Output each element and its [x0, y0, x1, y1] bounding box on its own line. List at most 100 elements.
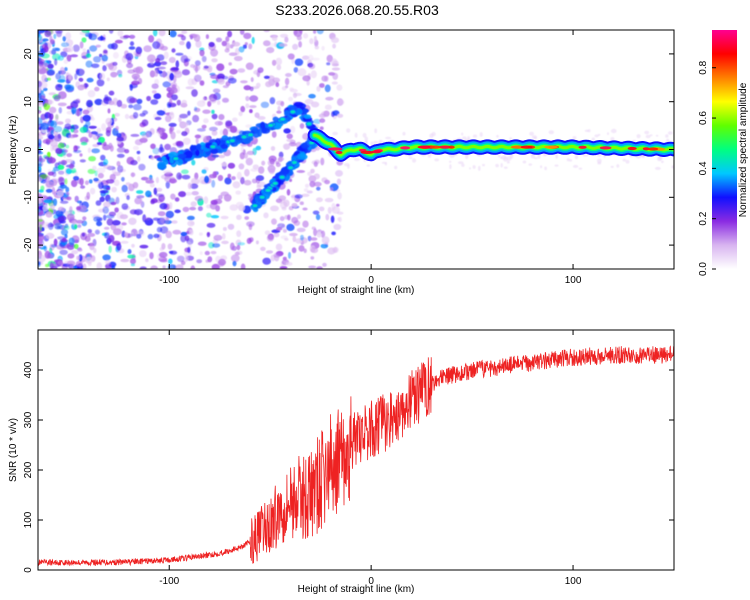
- spectrogram-cell: [85, 60, 93, 68]
- spectrogram-cell: [243, 85, 252, 91]
- spectrogram-cell: [316, 85, 321, 92]
- spectrogram-cell: [143, 217, 151, 221]
- spectrogram-cell: [174, 209, 181, 214]
- spectrogram-cell: [116, 132, 122, 138]
- spectrogram-cell: [179, 40, 185, 46]
- spectrogram-cell: [154, 148, 160, 155]
- spectrogram-cell: [50, 178, 60, 184]
- spectrogram-cell: [160, 61, 168, 65]
- spectrogram-cell: [220, 215, 229, 220]
- spectrogram-cell: [47, 132, 53, 139]
- spectrogram-cell: [87, 229, 93, 234]
- spectrogram-cell: [165, 115, 172, 123]
- spectrogram-cell: [299, 201, 304, 205]
- spectrogram-cell: [298, 41, 302, 48]
- spectrogram-cell: [120, 258, 130, 263]
- spectrogram-cell: [265, 81, 273, 88]
- spectrogram-cell: [610, 137, 615, 141]
- spectrogram-cell: [133, 209, 143, 216]
- spectrogram-cell: [160, 216, 170, 225]
- spectrogram-cell: [132, 145, 139, 151]
- spectrogram-cell: [323, 110, 330, 117]
- spectrogram-cell: [572, 136, 577, 140]
- spectrogram-cell: [228, 62, 232, 66]
- spectrogram-cell: [236, 230, 242, 238]
- spectrogram-cell: [175, 60, 180, 68]
- spectrogram-cell: [126, 195, 130, 201]
- spectrogram-cell: [191, 89, 198, 97]
- spectrogram-cell: [263, 75, 270, 80]
- spectrogram-cell: [222, 227, 227, 231]
- spectrogram-cell: [105, 179, 115, 184]
- spectrogram-cell: [172, 229, 182, 235]
- spectrogram-cell: [243, 32, 252, 40]
- spectrogram-cell: [94, 98, 103, 106]
- spectrogram-cell: [197, 128, 206, 132]
- spectrogram-cell: [70, 54, 78, 58]
- spectrogram-cell: [574, 155, 579, 160]
- spectrogram-cell: [267, 159, 275, 167]
- spectrogram-cell: [297, 68, 307, 77]
- spectrogram-cell: [126, 62, 134, 69]
- spectrogram-cell: [607, 132, 609, 136]
- spectrogram-y-tick-label: 20: [23, 48, 34, 60]
- spectrogram-cell: [286, 116, 291, 122]
- spectrogram-cell: [284, 110, 290, 117]
- spectrogram-y-ticks: -20 -10 0 10 20: [23, 48, 674, 252]
- spectrogram-cell: [87, 232, 96, 237]
- spectrogram-cell: [45, 175, 50, 183]
- spectrogram-cell: [331, 37, 340, 44]
- spectrogram-cell: [146, 95, 152, 102]
- spectrogram-cell: [336, 211, 344, 215]
- spectrogram-cell: [176, 255, 185, 262]
- spectrogram-cell: [667, 131, 673, 135]
- spectrogram-cell: [529, 131, 534, 136]
- snr-x-tick-label: 100: [565, 576, 582, 587]
- spectrogram-cell: [500, 163, 503, 168]
- spectrogram-cell: [103, 164, 112, 170]
- spectrogram-cell: [258, 194, 266, 200]
- spectrogram-cell: [87, 147, 91, 153]
- spectrogram-cell: [92, 165, 97, 171]
- spectrogram-cell: [130, 133, 140, 137]
- spectrogram-cell: [130, 263, 136, 267]
- spectrogram-cell: [43, 45, 49, 53]
- spectrogram-cell: [338, 216, 342, 223]
- spectrogram-cell: [231, 176, 236, 181]
- spectrogram-cell: [68, 73, 72, 82]
- spectrogram-cell: [163, 51, 169, 60]
- spectrogram-cell: [354, 158, 360, 162]
- spectrogram-cell: [135, 52, 142, 57]
- spectrogram-cell: [120, 240, 129, 244]
- spectrogram-cell: [71, 219, 77, 225]
- spectrogram-cell: [302, 207, 308, 211]
- spectrogram-cell: [333, 223, 342, 231]
- spectrogram-cell: [297, 214, 301, 219]
- spectrogram-cell: [325, 213, 330, 221]
- spectrogram-cell: [503, 166, 508, 169]
- spectrogram-cell: [175, 52, 184, 56]
- spectrogram-cell: [66, 192, 70, 196]
- spectrogram-cell: [181, 30, 188, 35]
- spectrogram-cell: [155, 58, 161, 63]
- spectrogram-cell: [169, 202, 173, 210]
- spectrogram-cell: [285, 262, 293, 266]
- spectrogram-cell: [101, 123, 107, 131]
- spectrogram-cell: [260, 246, 266, 251]
- spectrogram-cell: [50, 39, 55, 45]
- spectrogram-cell: [65, 118, 71, 124]
- spectrogram-cell: [510, 145, 525, 149]
- spectrogram-cell: [278, 43, 288, 47]
- spectrogram-cell: [184, 157, 191, 162]
- spectrogram-cell: [89, 187, 96, 195]
- spectrogram-cell: [238, 163, 245, 170]
- spectrogram-cell: [108, 100, 115, 106]
- spectrogram-cell: [364, 136, 368, 142]
- spectrogram-cell: [276, 64, 282, 71]
- spectrogram-cell: [286, 138, 294, 142]
- spectrogram-cell: [229, 68, 238, 75]
- spectrogram-cell: [103, 226, 110, 230]
- spectrogram-cell: [41, 62, 49, 68]
- spectrogram-cell: [172, 156, 180, 162]
- spectrogram-cell: [107, 108, 111, 114]
